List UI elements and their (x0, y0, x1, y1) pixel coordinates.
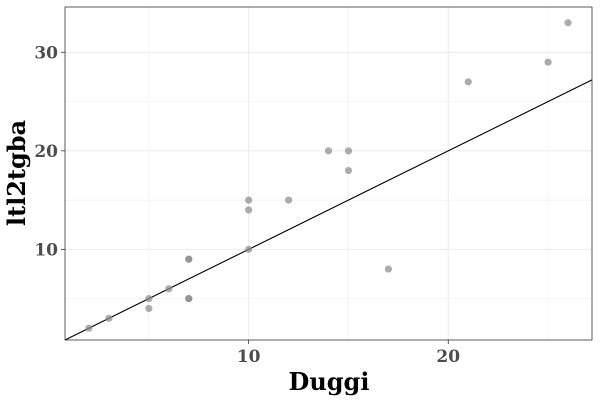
data-point (544, 58, 552, 66)
y-tick-label: 30 (34, 43, 58, 63)
data-point (324, 147, 333, 155)
data-point (105, 314, 113, 322)
x-tick-label: 10 (237, 347, 261, 367)
data-point (85, 324, 93, 332)
data-point (344, 147, 353, 155)
data-point (185, 255, 193, 263)
y-axis-title: ltl2tgba (2, 120, 31, 226)
data-point (165, 285, 173, 293)
y-tick-label: 10 (34, 240, 58, 260)
data-point (284, 196, 293, 204)
plot-panel-border (64, 6, 593, 341)
data-point (245, 206, 253, 214)
data-point (145, 304, 153, 313)
data-point (145, 295, 153, 303)
minor-gridlines (65, 7, 592, 340)
data-point (564, 19, 572, 27)
data-point (245, 196, 253, 204)
y-tick-label: 20 (34, 142, 58, 162)
identity-line (64, 79, 593, 341)
data-point (185, 295, 193, 303)
major-gridlines (65, 7, 592, 340)
reference-line-layer (64, 79, 593, 341)
x-axis-title: Duggi (289, 367, 370, 396)
x-tick-label: 20 (436, 347, 460, 367)
data-point (245, 245, 253, 253)
data-point (384, 265, 392, 273)
x-axis-ticks: 10 20 (237, 340, 460, 367)
y-axis-ticks: 10 20 30 (34, 43, 65, 260)
data-points (85, 19, 572, 332)
data-point (344, 166, 353, 175)
data-point (464, 78, 472, 86)
